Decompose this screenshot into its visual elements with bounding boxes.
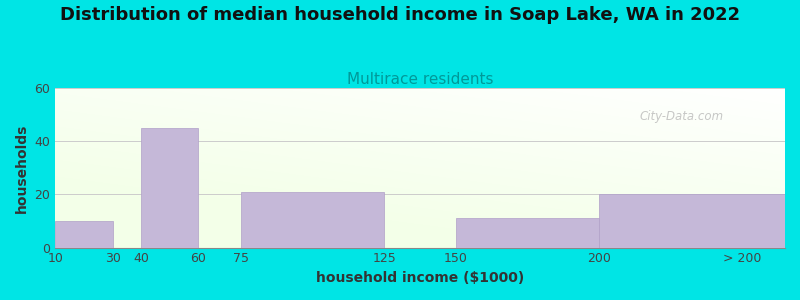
Text: Distribution of median household income in Soap Lake, WA in 2022: Distribution of median household income … [60,6,740,24]
Y-axis label: households: households [15,123,29,213]
Bar [55,221,113,248]
Bar [141,128,198,248]
Bar [599,194,785,248]
Bar [242,192,384,248]
Bar [456,218,599,248]
X-axis label: household income ($1000): household income ($1000) [316,271,524,285]
Text: City-Data.com: City-Data.com [639,110,723,123]
Title: Multirace residents: Multirace residents [347,72,494,87]
